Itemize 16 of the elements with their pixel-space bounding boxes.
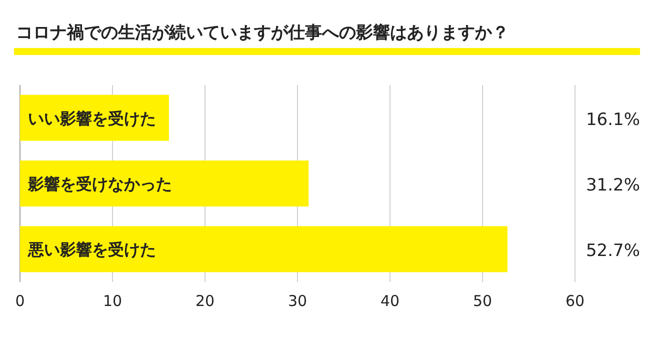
data-label: 31.2%: [586, 176, 640, 196]
y-tick-label: 影響を受けなかった: [27, 174, 172, 194]
data-label: 16.1%: [586, 110, 640, 130]
x-tick-label: 50: [472, 292, 492, 310]
x-tick-label: 60: [565, 292, 585, 310]
x-tick-label: 10: [102, 292, 122, 310]
data-label: 52.7%: [586, 241, 640, 262]
x-tick-label: 40: [380, 292, 400, 310]
x-tick-label: 30: [288, 292, 308, 310]
bar: [20, 160, 309, 206]
y-tick-label: 悪い影響を受けた: [27, 240, 156, 260]
bar: [20, 226, 508, 272]
x-tick-label: 20: [195, 292, 215, 310]
chart-title: コロナ禍での生活が続いていますが仕事への影響はありますか？: [16, 23, 509, 43]
x-tick-label: 0: [15, 292, 25, 310]
y-tick-label: いい影響を受けた: [28, 108, 156, 128]
